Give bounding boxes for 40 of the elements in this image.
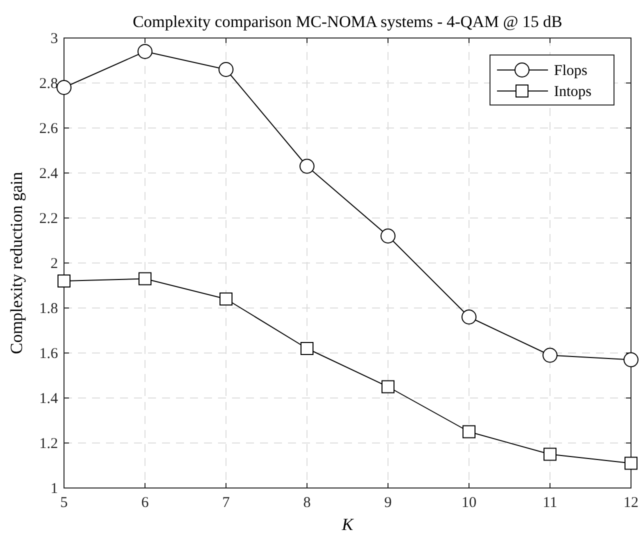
x-tick-label: 11	[542, 495, 558, 511]
point	[58, 274, 70, 288]
point	[462, 425, 476, 438]
point	[544, 448, 556, 461]
y-tick-label: 2	[50, 256, 58, 272]
point	[56, 80, 72, 95]
x-tick-label: 7	[222, 495, 230, 511]
y-tick-label: 1	[50, 481, 58, 497]
y-tick-label: 1.2	[39, 436, 58, 452]
point	[138, 44, 152, 59]
x-tick-label: 5	[60, 495, 68, 511]
x-tick-label: 12	[624, 495, 638, 511]
point	[138, 272, 152, 286]
point	[624, 352, 638, 368]
y-tick-label: 2.8	[39, 76, 58, 92]
y-tick-label: 3	[50, 31, 58, 47]
y-axis-title: Complexity reduction gain	[7, 171, 26, 354]
x-tick-label: 8	[303, 495, 311, 511]
y-tick-label: 1.6	[39, 346, 58, 362]
y-tick-label: 2.2	[39, 211, 58, 227]
point	[382, 380, 394, 394]
point	[300, 158, 314, 174]
point	[624, 456, 638, 470]
x-axis-title: K	[340, 515, 355, 534]
chart-title: Complexity comparison MC-NOMA systems - 4-QAM @ 15 dB	[132, 12, 562, 31]
y-tick-label: 2.4	[39, 166, 58, 182]
y-tick-label: 1.4	[39, 391, 58, 407]
y-tick-label: 1.8	[39, 301, 58, 317]
y-tick-label: 2.6	[39, 121, 58, 137]
legend-label: Flops	[554, 63, 588, 79]
point	[380, 228, 396, 244]
x-tick-label: 9	[384, 495, 392, 511]
point	[220, 292, 232, 306]
x-tick-label: 6	[141, 495, 150, 511]
point	[218, 62, 234, 77]
x-tick-label: 10	[462, 495, 476, 511]
point	[542, 348, 558, 363]
legend-label: Intops	[554, 84, 592, 100]
point	[462, 310, 476, 324]
point	[300, 342, 314, 355]
